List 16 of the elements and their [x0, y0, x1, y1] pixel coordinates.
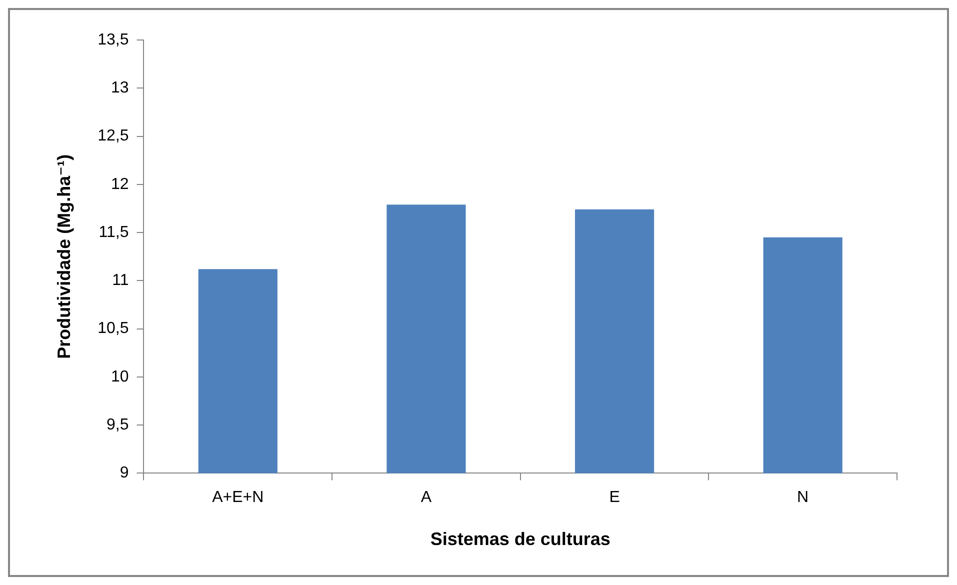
y-axis-title: Produtividade (Mg.ha⁻¹) [54, 154, 74, 359]
y-tick-label: 10 [110, 368, 129, 386]
x-tick-label: A+E+N [212, 489, 264, 506]
y-tick-label: 12,5 [98, 128, 129, 145]
y-tick-label: 9,5 [106, 416, 129, 434]
y-tick-label: 13,5 [98, 31, 129, 48]
x-tick-label: N [797, 489, 809, 506]
y-tick-label: 11,5 [98, 224, 129, 241]
y-tick-label: 11 [112, 272, 129, 290]
y-tick-label: 9 [120, 464, 129, 482]
x-tick-label: A [420, 489, 432, 506]
y-tick-label: 12 [110, 176, 129, 193]
y-tick-label: 13 [110, 80, 129, 97]
x-axis-title: Sistemas de culturas [430, 529, 610, 550]
x-tick-label: E [609, 489, 620, 506]
y-tick-label: 10,5 [98, 320, 129, 338]
